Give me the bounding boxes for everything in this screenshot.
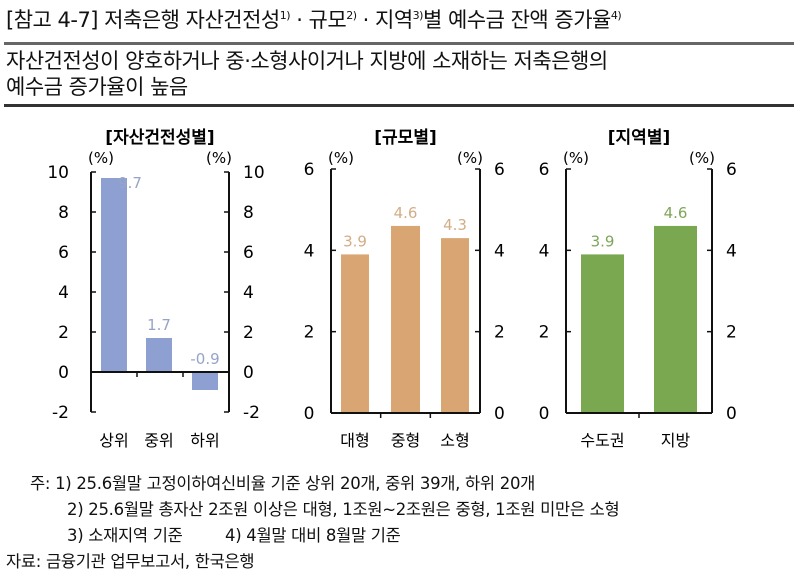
y-tick-label-left: 4 — [304, 241, 315, 261]
y-tick-label-left: 10 — [47, 163, 69, 183]
data-label: 1.7 — [147, 316, 171, 334]
y-axis-unit-left: (%) — [88, 149, 114, 167]
footnote-ref: 1) — [279, 9, 291, 22]
bar-소형 — [441, 238, 469, 413]
data-label: 4.6 — [664, 204, 688, 222]
category-label: 상위 — [99, 431, 128, 450]
note-1: 주: 1) 25.6월말 고정이하여신비율 기준 상위 20개, 중위 39개,… — [30, 474, 536, 493]
y-axis-unit-right: (%) — [206, 149, 232, 167]
footnote-ref: 2) — [346, 9, 357, 22]
category-label: 수도권 — [580, 431, 624, 450]
data-label: 4.6 — [394, 204, 418, 222]
footnote-ref: 4) — [610, 9, 622, 22]
y-tick-label-right: 6 — [726, 160, 737, 180]
y-axis-unit-left: (%) — [563, 149, 589, 167]
y-tick-label-right: 8 — [243, 203, 254, 223]
y-tick-label-right: 4 — [494, 241, 505, 261]
subtitle-divider — [4, 104, 794, 107]
title-text: 별 예수금 잔액 증가율 — [422, 8, 611, 32]
y-axis-unit-right: (%) — [689, 149, 715, 167]
category-label: 중형 — [391, 431, 420, 450]
chart-title: [자산건전성별] — [105, 128, 214, 148]
y-tick-label-right: 10 — [243, 163, 265, 183]
y-tick-label-left: 2 — [58, 323, 69, 343]
y-tick-label-right: 0 — [494, 404, 505, 424]
category-label: 소형 — [440, 431, 469, 450]
data-label: 3.9 — [591, 232, 615, 250]
data-label: 4.3 — [443, 216, 467, 234]
bar-수도권 — [581, 254, 624, 413]
y-tick-label-left: -2 — [52, 403, 69, 423]
bar-지방 — [654, 225, 697, 413]
subtitle-line: 예수금 증가율이 높음 — [6, 75, 188, 99]
y-tick-label-left: 0 — [539, 404, 550, 424]
figure-title: [참고 4-7] 저축은행 자산건전성1) · 규모2) · 지역3)별 예수금… — [6, 4, 622, 34]
y-tick-label-left: 6 — [539, 160, 550, 180]
y-tick-label-left: 4 — [539, 241, 550, 261]
y-tick-label-left: 0 — [304, 404, 315, 424]
y-tick-label-right: 0 — [243, 363, 254, 383]
data-label: 3.9 — [343, 232, 367, 250]
title-divider — [4, 42, 794, 45]
category-label: 대형 — [340, 431, 369, 450]
y-tick-label-left: 4 — [58, 283, 69, 303]
data-label: 9.7 — [118, 174, 142, 192]
y-tick-label-left: 2 — [304, 323, 315, 343]
bar-중위 — [146, 338, 172, 372]
chart-title: [지역별] — [608, 128, 670, 148]
y-tick-label-right: 0 — [726, 404, 737, 424]
bar-대형 — [341, 254, 369, 413]
y-tick-label-right: 6 — [243, 243, 254, 263]
y-tick-label-right: 2 — [494, 323, 505, 343]
y-tick-label-left: 0 — [58, 363, 69, 383]
y-tick-label-right: 2 — [726, 323, 737, 343]
y-tick-label-left: 8 — [58, 203, 69, 223]
y-tick-label-left: 2 — [539, 323, 550, 343]
bar-중형 — [391, 225, 420, 413]
y-tick-label-right: 4 — [243, 283, 254, 303]
source-note: 자료: 금융기관 업무보고서, 한국은행 — [6, 552, 255, 571]
y-tick-label-left: 6 — [304, 160, 315, 180]
y-tick-label-right: -2 — [243, 403, 260, 423]
chart-title: [규모별] — [374, 128, 436, 148]
footnote-ref: 3) — [412, 9, 424, 22]
category-label: 하위 — [190, 431, 219, 450]
bar-상위 — [101, 178, 127, 372]
y-tick-label-right: 4 — [726, 241, 737, 261]
y-axis-unit-left: (%) — [328, 149, 354, 167]
data-label: -0.9 — [190, 350, 219, 368]
title-text: · 규모 — [290, 8, 347, 32]
figure-subtitle: 자산건전성이 양호하거나 중·소형사이거나 지방에 소재하는 저축은행의 예수금… — [6, 48, 608, 100]
y-tick-label-right: 6 — [494, 160, 505, 180]
y-axis-unit-right: (%) — [457, 149, 483, 167]
y-tick-label-left: 6 — [58, 243, 69, 263]
title-text: · 지역 — [356, 8, 414, 32]
category-label: 중위 — [144, 431, 173, 450]
note-4: 4) 4월말 대비 8월말 기준 — [225, 526, 401, 545]
note-3: 3) 소재지역 기준 — [67, 526, 183, 545]
category-label: 지방 — [661, 431, 691, 450]
subtitle-line: 자산건전성이 양호하거나 중·소형사이거나 지방에 소재하는 저축은행의 — [6, 49, 608, 73]
bar-하위 — [192, 372, 218, 390]
note-2: 2) 25.6월말 총자산 2조원 이상은 대형, 1조원~2조원은 중형, 1… — [67, 500, 620, 519]
title-text: [참고 4-7] 저축은행 자산건전성 — [6, 8, 280, 32]
y-tick-label-right: 2 — [243, 323, 254, 343]
